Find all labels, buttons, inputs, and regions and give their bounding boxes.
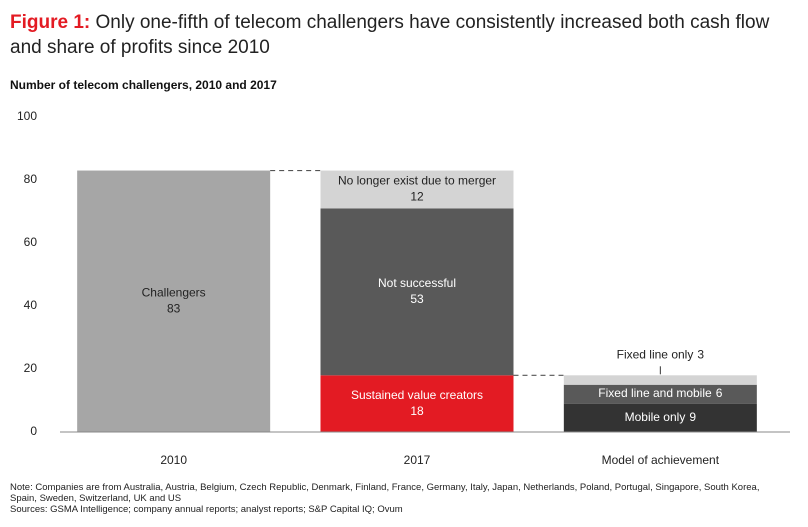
bar-segment [320,170,514,209]
segment-name: Challengers [142,285,206,299]
segment-name: Mobile only [625,410,686,424]
segment-value: 53 [410,292,424,306]
x-tick-label: 2010 [160,453,187,467]
note: Note: Companies are from Australia, Aust… [10,482,760,504]
segment-label: Fixed line only 3 [617,347,705,361]
y-tick-label: 100 [17,109,37,123]
segment-name: Fixed line only [617,347,694,361]
segment-value: 83 [167,301,181,315]
title-text: Only one-fifth of telecom challengers ha… [10,12,770,58]
segment-name: No longer exist due to merger [338,174,496,188]
y-tick-label: 20 [24,361,38,375]
y-tick-label: 40 [24,298,38,312]
bar-segment [77,170,271,433]
segment-name: Fixed line and mobile [598,386,712,400]
segment-value: 6 [716,386,723,400]
chart-title: Figure 1: Only one-fifth of telecom chal… [10,10,790,60]
bar-segment [320,208,514,376]
y-tick-label: 60 [24,235,38,249]
chart: 0 20 40 60 80 100 Challengers 83 2010 Sustained v… [17,109,790,467]
segment-value: 18 [410,404,424,418]
y-tick-label: 0 [30,424,37,438]
chart-subtitle: Number of telecom challengers, 2010 and … [10,78,277,92]
segment-label: Mobile only 9 [625,410,697,424]
segment-name: Not successful [378,276,456,290]
notes: Note: Companies are from Australia, Aust… [10,482,770,515]
bar-segment [563,375,757,385]
x-tick-label: Model of achievement [602,453,720,467]
figure-label: Figure 1: [10,12,91,33]
bar-segment [563,403,757,432]
segment-label: Fixed line and mobile 6 [598,386,722,400]
segment-value: 12 [410,190,424,204]
x-tick-label: 2017 [404,453,431,467]
segment-value: 9 [689,410,696,424]
bar-segment [563,384,757,404]
y-tick-label: 80 [24,172,38,186]
segment-name: Sustained value creators [351,388,483,402]
sources: Sources: GSMA Intelligence; company annu… [10,504,403,515]
bar-segment [320,375,514,432]
segment-value: 3 [697,347,704,361]
